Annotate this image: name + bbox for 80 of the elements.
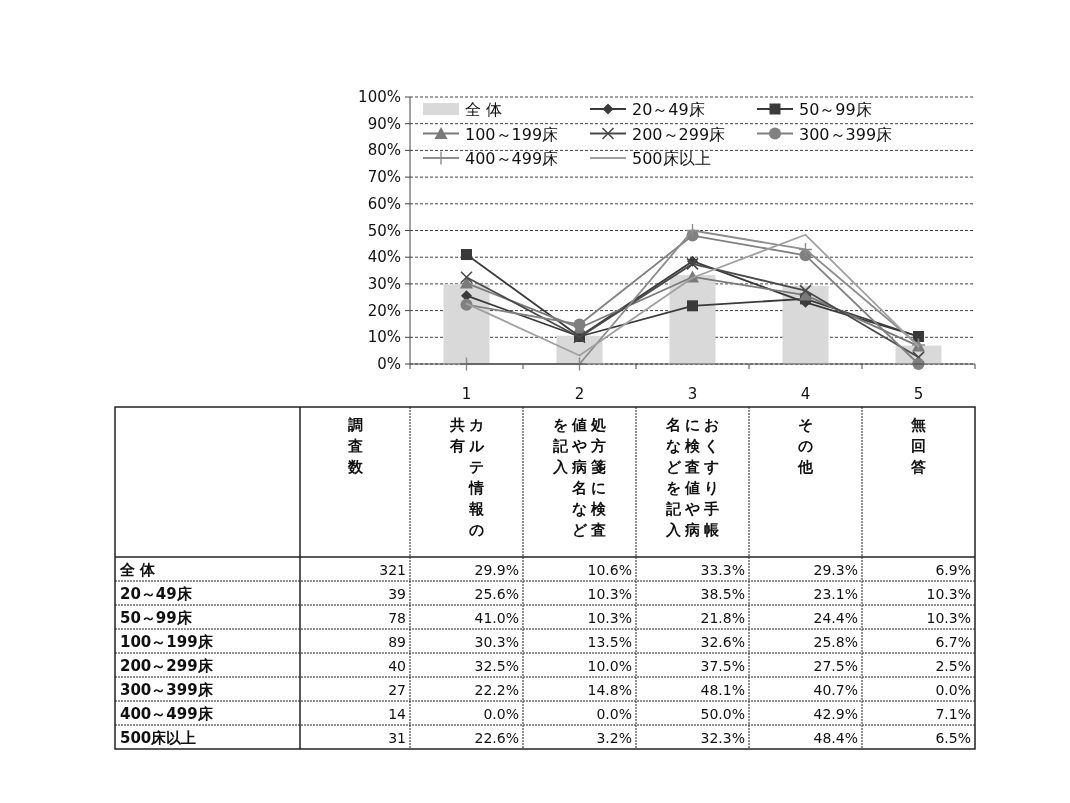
data-label: 48.4% [813, 730, 858, 746]
text: 20～49床 [120, 585, 192, 603]
text: 400～499床 [120, 705, 213, 723]
data-label: 37.5% [700, 658, 745, 674]
legend-label: 300～399床 [799, 124, 893, 144]
data-label: 14.8% [587, 682, 632, 698]
text: 321 [379, 562, 406, 578]
data-label: 22.6% [474, 730, 519, 746]
data-label: 10.3% [587, 610, 632, 626]
legend-label: 400～499床 [465, 149, 559, 168]
text: 50～99床 [120, 609, 192, 627]
y-tick-label: 90% [367, 114, 401, 133]
data-label: 24.4% [813, 610, 858, 626]
legend-label: 全 体 [465, 100, 503, 119]
text: 14 [388, 706, 406, 722]
data-label: 2.5% [935, 658, 971, 674]
data-label: 32.5% [474, 658, 519, 674]
data-label: 32.3% [700, 730, 745, 746]
data-label: 10.3% [926, 610, 971, 626]
text: 100～199床 [120, 633, 213, 651]
data-label: 41.0% [474, 610, 519, 626]
data-label: 6.7% [935, 634, 971, 650]
data-label: 29.9% [474, 562, 519, 578]
data-label: 42.9% [813, 706, 858, 722]
data-label: 38.5% [700, 586, 745, 602]
text: 27 [388, 682, 406, 698]
x-tick-label: 2 [574, 385, 585, 403]
x-tick-label: 3 [687, 385, 698, 403]
y-tick-label: 80% [367, 141, 401, 160]
data-label: 0.0% [935, 682, 971, 698]
data-label: 0.0% [596, 706, 632, 722]
legend-label: 500床以上 [632, 149, 711, 168]
y-tick-label: 30% [367, 274, 401, 293]
data-label: 0.0% [483, 706, 519, 722]
text: 39 [388, 586, 406, 602]
y-tick-label: 100% [358, 88, 401, 106]
text: 89 [388, 634, 406, 650]
data-label: 25.8% [813, 634, 858, 650]
data-label: 50.0% [700, 706, 745, 722]
data-label: 25.6% [474, 586, 519, 602]
data-label: 30.3% [474, 634, 519, 650]
y-tick-label: 70% [367, 168, 401, 187]
data-label: 29.3% [813, 562, 858, 578]
text: 200～299床 [120, 657, 213, 675]
data-label: 33.3% [700, 562, 745, 578]
legend-label: 100～199床 [465, 124, 559, 144]
data-label: 48.1% [700, 682, 745, 698]
y-tick-label: 40% [367, 248, 401, 267]
text: 78 [388, 610, 406, 626]
data-label: 10.3% [587, 586, 632, 602]
y-tick-label: 60% [367, 194, 401, 213]
legend-label: 50～99床 [799, 100, 872, 119]
data-label: 3.2% [596, 730, 632, 746]
data-label: 10.3% [926, 586, 971, 602]
data-label: 22.2% [474, 682, 519, 698]
data-label: 6.5% [935, 730, 971, 746]
data-label: 27.5% [813, 658, 858, 674]
text: 500床以上 [120, 729, 197, 747]
text: 40 [388, 658, 406, 674]
text: 300～399床 [120, 681, 213, 699]
data-label: 7.1% [935, 706, 971, 722]
data-label: 40.7% [813, 682, 858, 698]
y-tick-label: 50% [367, 221, 401, 240]
legend-label: 200～299床 [632, 124, 726, 144]
x-tick-label: 5 [913, 385, 924, 403]
x-tick-label: 4 [800, 385, 811, 403]
text: 全 体 [120, 561, 156, 579]
data-label: 21.8% [700, 610, 745, 626]
data-label: 10.6% [587, 562, 632, 578]
data-label: 6.9% [935, 562, 971, 578]
legend-label: 20～49床 [632, 100, 705, 119]
data-label: 32.6% [700, 634, 745, 650]
y-tick-label: 10% [367, 328, 401, 347]
data-label: 13.5% [587, 634, 632, 650]
data-label: 10.0% [587, 658, 632, 674]
text: 31 [388, 730, 406, 746]
x-tick-label: 1 [461, 385, 472, 403]
data-label: 23.1% [813, 586, 858, 602]
y-tick-label: 0% [377, 355, 401, 373]
y-tick-label: 20% [367, 301, 401, 320]
